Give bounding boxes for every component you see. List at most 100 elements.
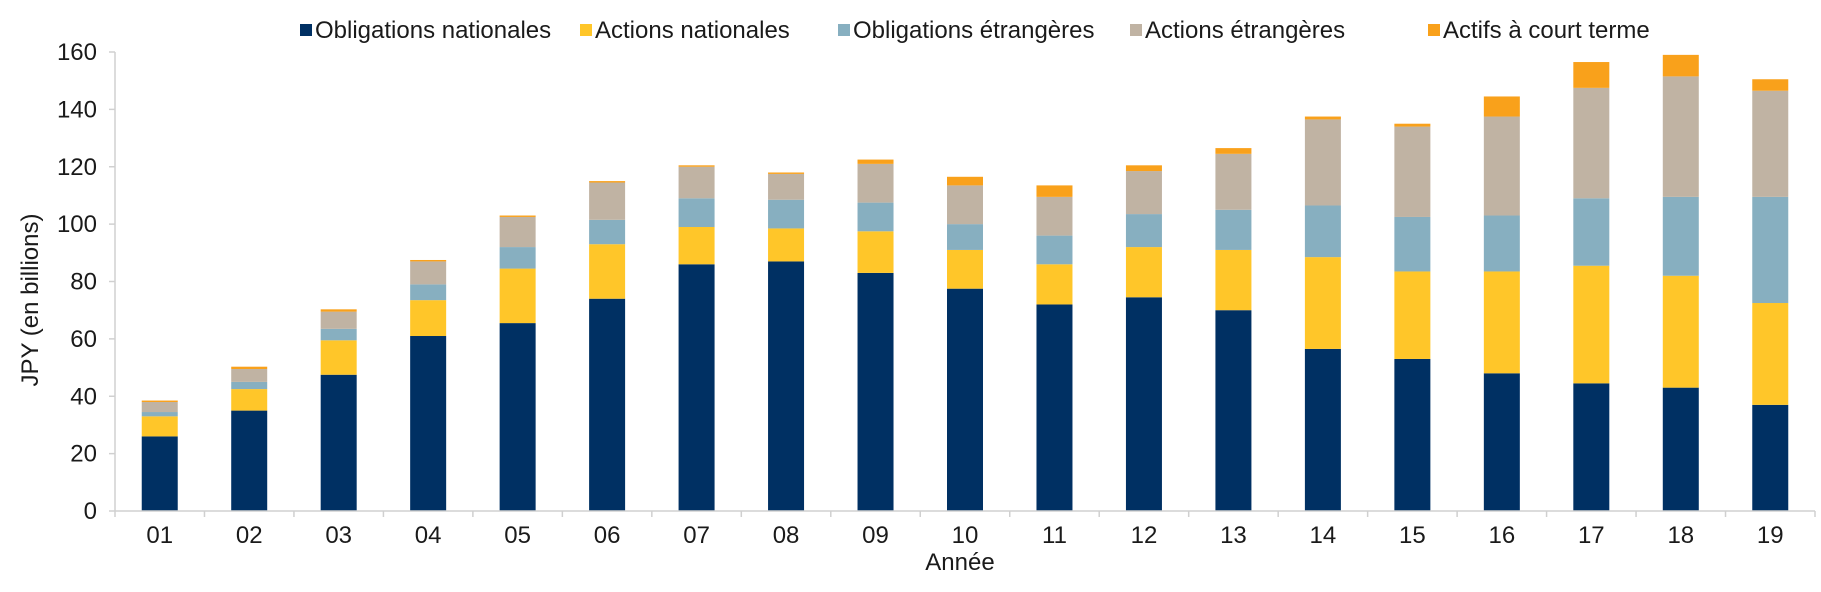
legend-swatch bbox=[1428, 24, 1440, 36]
bar-segment-01-series-1 bbox=[141, 416, 178, 437]
bar-segment-17-series-2 bbox=[1573, 198, 1610, 266]
bar-segment-12-series-2 bbox=[1125, 214, 1162, 248]
legend-label: Obligations nationales bbox=[315, 17, 551, 44]
bar-segment-03-series-2 bbox=[320, 328, 357, 341]
bar-segment-19-series-2 bbox=[1752, 196, 1789, 304]
bar-segment-16-series-0 bbox=[1483, 373, 1520, 511]
bar-segment-05-series-4 bbox=[499, 215, 536, 217]
bar-segment-09-series-2 bbox=[857, 202, 894, 232]
bar-segment-17-series-3 bbox=[1573, 87, 1610, 199]
bar-segment-14-series-1 bbox=[1304, 257, 1341, 349]
y-tick-label: 0 bbox=[84, 498, 97, 525]
x-tick-label: 03 bbox=[325, 522, 352, 549]
legend-label: Obligations étrangères bbox=[853, 17, 1094, 44]
legend-swatch bbox=[1130, 24, 1142, 36]
bar-segment-08-series-2 bbox=[768, 199, 805, 229]
bar-segment-02-series-1 bbox=[231, 389, 268, 411]
bar-segment-16-series-2 bbox=[1483, 215, 1520, 272]
bar-segment-11-series-1 bbox=[1036, 264, 1073, 305]
bar-segment-06-series-3 bbox=[589, 182, 626, 220]
bar-segment-08-series-4 bbox=[768, 172, 805, 174]
legend-label: Actifs à court terme bbox=[1443, 17, 1650, 44]
x-tick-label: 17 bbox=[1578, 522, 1605, 549]
bar-segment-09-series-1 bbox=[857, 231, 894, 273]
x-tick-label: 04 bbox=[415, 522, 442, 549]
bar-segment-04-series-3 bbox=[410, 261, 447, 285]
x-tick-label: 10 bbox=[952, 522, 979, 549]
bar-segment-06-series-0 bbox=[589, 298, 626, 511]
bar-segment-02-series-3 bbox=[231, 368, 268, 382]
legend-swatch bbox=[300, 24, 312, 36]
bar-segment-14-series-2 bbox=[1304, 205, 1341, 258]
y-axis: 0 20 40 60 80 100 120 140 160 bbox=[57, 39, 116, 525]
bar-segment-10-series-0 bbox=[947, 288, 983, 511]
y-tick-label: 80 bbox=[70, 269, 97, 296]
y-tick-label: 40 bbox=[70, 383, 97, 410]
bar-segment-15-series-1 bbox=[1394, 271, 1431, 359]
bar-segment-12-series-3 bbox=[1125, 171, 1162, 215]
bar-segment-11-series-3 bbox=[1036, 196, 1073, 236]
bar-segment-14-series-4 bbox=[1304, 116, 1341, 120]
bar-segment-01-series-0 bbox=[141, 436, 178, 511]
bar-segment-12-series-0 bbox=[1125, 297, 1162, 511]
bar-segment-08-series-1 bbox=[768, 228, 805, 262]
bar-segment-19-series-3 bbox=[1752, 90, 1789, 197]
bar-segment-19-series-4 bbox=[1752, 79, 1789, 91]
bar-segment-10-series-4 bbox=[947, 176, 983, 186]
legend-swatch bbox=[838, 24, 850, 36]
bar-segment-13-series-0 bbox=[1215, 310, 1252, 511]
bar-segment-18-series-2 bbox=[1662, 196, 1699, 276]
x-tick-label: 13 bbox=[1220, 522, 1247, 549]
bar-segment-04-series-4 bbox=[410, 259, 447, 262]
x-tick-label: 07 bbox=[683, 522, 710, 549]
y-tick-label: 20 bbox=[70, 441, 97, 468]
bar-segment-01-series-2 bbox=[141, 412, 178, 417]
bar-segment-18-series-1 bbox=[1662, 275, 1699, 388]
bar-segment-02-series-0 bbox=[231, 410, 268, 511]
bar-segment-18-series-0 bbox=[1662, 387, 1699, 511]
bar-segment-02-series-4 bbox=[231, 366, 268, 369]
bar-segment-15-series-0 bbox=[1394, 358, 1431, 511]
y-tick-label: 160 bbox=[57, 39, 97, 66]
x-tick-label: 18 bbox=[1667, 522, 1694, 549]
x-axis-title: Année bbox=[925, 549, 994, 576]
bar-segment-07-series-2 bbox=[678, 198, 715, 227]
bar-segment-02-series-2 bbox=[231, 381, 268, 390]
bar-segment-18-series-4 bbox=[1662, 54, 1699, 77]
bar-segment-04-series-0 bbox=[410, 336, 447, 511]
bar-segment-05-series-2 bbox=[499, 247, 536, 269]
y-axis-title: JPY (en billions) bbox=[17, 214, 44, 387]
bar-segment-19-series-1 bbox=[1752, 303, 1789, 405]
bar-segment-01-series-4 bbox=[141, 400, 178, 402]
bar-segment-15-series-4 bbox=[1394, 123, 1431, 127]
bar-segment-03-series-4 bbox=[320, 309, 357, 312]
bar-segment-13-series-4 bbox=[1215, 148, 1252, 154]
bar-segment-07-series-3 bbox=[678, 166, 715, 199]
bar-segment-09-series-4 bbox=[857, 159, 894, 164]
x-tick-label: 09 bbox=[862, 522, 889, 549]
bar-segment-08-series-0 bbox=[768, 261, 805, 511]
bar-segment-17-series-1 bbox=[1573, 265, 1610, 384]
x-tick-label: 08 bbox=[773, 522, 800, 549]
bar-segment-19-series-0 bbox=[1752, 404, 1789, 511]
bar-segment-07-series-4 bbox=[678, 165, 715, 167]
y-tick-label: 100 bbox=[57, 211, 97, 238]
bar-segment-06-series-1 bbox=[589, 244, 626, 299]
legend-label: Actions nationales bbox=[595, 17, 790, 44]
x-tick-label: 12 bbox=[1131, 522, 1158, 549]
bar-segment-03-series-0 bbox=[320, 374, 357, 511]
bar-segment-04-series-2 bbox=[410, 284, 447, 301]
bar-segment-16-series-4 bbox=[1483, 96, 1520, 117]
bar-segment-01-series-3 bbox=[141, 401, 178, 413]
x-tick-label: 11 bbox=[1042, 522, 1067, 549]
bar-segment-05-series-1 bbox=[499, 268, 536, 324]
bar-segment-11-series-4 bbox=[1036, 185, 1073, 197]
bar-segment-05-series-0 bbox=[499, 323, 536, 511]
bar-segment-07-series-1 bbox=[678, 226, 715, 265]
bar-segment-12-series-1 bbox=[1125, 247, 1162, 298]
bar-segment-08-series-3 bbox=[768, 173, 805, 200]
x-tick-label: 16 bbox=[1488, 522, 1515, 549]
bar-segment-10-series-3 bbox=[947, 185, 983, 225]
x-tick-label: 15 bbox=[1399, 522, 1426, 549]
